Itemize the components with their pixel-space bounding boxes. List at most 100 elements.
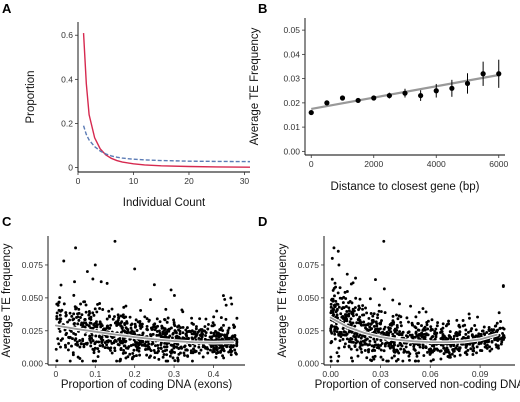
data-point xyxy=(89,318,93,321)
data-point xyxy=(72,331,76,335)
data-point xyxy=(117,343,121,347)
data-point xyxy=(343,333,347,337)
data-point xyxy=(149,298,152,302)
data-point xyxy=(83,317,87,321)
data-point xyxy=(55,359,59,363)
data-point xyxy=(412,347,416,351)
data-point xyxy=(331,298,335,302)
data-point xyxy=(341,337,345,341)
data-point xyxy=(96,355,100,358)
data-point xyxy=(398,330,402,334)
data-point xyxy=(365,311,369,315)
data-point xyxy=(439,357,443,361)
y-tick-label: 0.4 xyxy=(61,74,73,84)
data-point xyxy=(169,288,173,292)
data-point xyxy=(347,306,351,310)
data-point xyxy=(183,344,187,348)
y-tick-label: 0.05 xyxy=(283,25,300,35)
data-point xyxy=(333,294,336,298)
data-point xyxy=(165,353,169,357)
data-point xyxy=(430,318,434,322)
data-point xyxy=(335,302,339,306)
data-point xyxy=(338,286,342,290)
data-point xyxy=(161,349,165,353)
data-point xyxy=(489,331,493,335)
data-point xyxy=(332,313,335,317)
y-tick-label: 0.02 xyxy=(283,98,300,108)
data-point xyxy=(376,313,380,317)
data-point xyxy=(414,315,418,319)
data-point xyxy=(441,322,445,326)
data-point xyxy=(408,358,411,362)
data-point xyxy=(221,329,225,332)
data-point xyxy=(368,325,372,329)
data-point xyxy=(447,319,451,323)
data-point xyxy=(439,331,442,334)
data-point xyxy=(347,309,351,313)
data-point xyxy=(95,323,99,327)
data-point xyxy=(204,331,208,335)
data-point xyxy=(136,341,139,345)
data-point xyxy=(355,321,359,325)
data-point xyxy=(490,347,494,351)
x-axis-title: Distance to closest gene (bp) xyxy=(331,181,480,193)
data-point xyxy=(449,336,453,340)
data-point xyxy=(175,345,179,349)
data-point xyxy=(372,357,376,361)
data-point xyxy=(380,342,384,345)
data-point xyxy=(395,323,399,327)
data-point xyxy=(187,343,191,347)
data-point xyxy=(95,310,99,314)
data-point xyxy=(404,345,408,349)
data-point xyxy=(354,296,358,300)
data-point xyxy=(329,302,333,306)
data-point xyxy=(134,318,138,322)
data-point xyxy=(395,348,399,352)
data-point xyxy=(153,351,157,355)
data-point xyxy=(88,321,92,325)
data-point xyxy=(421,346,425,350)
data-point xyxy=(362,320,366,324)
data-point xyxy=(452,344,456,348)
data-point xyxy=(441,332,445,336)
panel-a-line-chart: 0 10 20 30 0 0.2 0.4 0.6 Individual Count Proport… xyxy=(25,22,251,209)
data-point xyxy=(132,354,136,358)
data-point xyxy=(372,337,376,341)
data-point xyxy=(143,315,147,319)
data-point xyxy=(436,321,440,325)
data-point xyxy=(117,337,120,341)
data-point xyxy=(396,317,400,321)
data-point xyxy=(174,335,178,339)
data-point xyxy=(145,327,149,331)
data-point xyxy=(175,342,179,346)
data-point xyxy=(206,327,210,331)
data-point xyxy=(431,358,435,362)
data-point xyxy=(375,346,379,350)
data-point xyxy=(502,334,506,338)
data-point xyxy=(92,313,96,317)
panel-d-scatter-chart: 0.00 0.03 0.06 0.09 0.000 0.025 0.050 0.075 Prop… xyxy=(277,236,520,391)
x-axis-title: Individual Count xyxy=(123,197,206,209)
data-point xyxy=(448,330,452,334)
data-point xyxy=(76,312,79,316)
data-point xyxy=(192,322,195,326)
data-point xyxy=(379,348,383,352)
data-point xyxy=(418,92,424,99)
data-point xyxy=(344,330,347,334)
data-point xyxy=(474,328,478,332)
data-point xyxy=(379,343,383,347)
data-point xyxy=(379,338,383,342)
data-point xyxy=(163,318,167,322)
data-point xyxy=(133,267,137,271)
x-tick-label: 10 xyxy=(129,176,139,186)
data-point xyxy=(105,317,109,321)
data-point xyxy=(55,317,59,321)
data-point xyxy=(480,349,484,353)
data-point xyxy=(483,332,487,336)
data-point xyxy=(101,343,105,347)
data-point xyxy=(471,344,475,348)
data-point xyxy=(445,337,449,341)
data-point xyxy=(344,305,348,308)
data-point xyxy=(73,305,77,309)
data-point xyxy=(233,335,237,339)
